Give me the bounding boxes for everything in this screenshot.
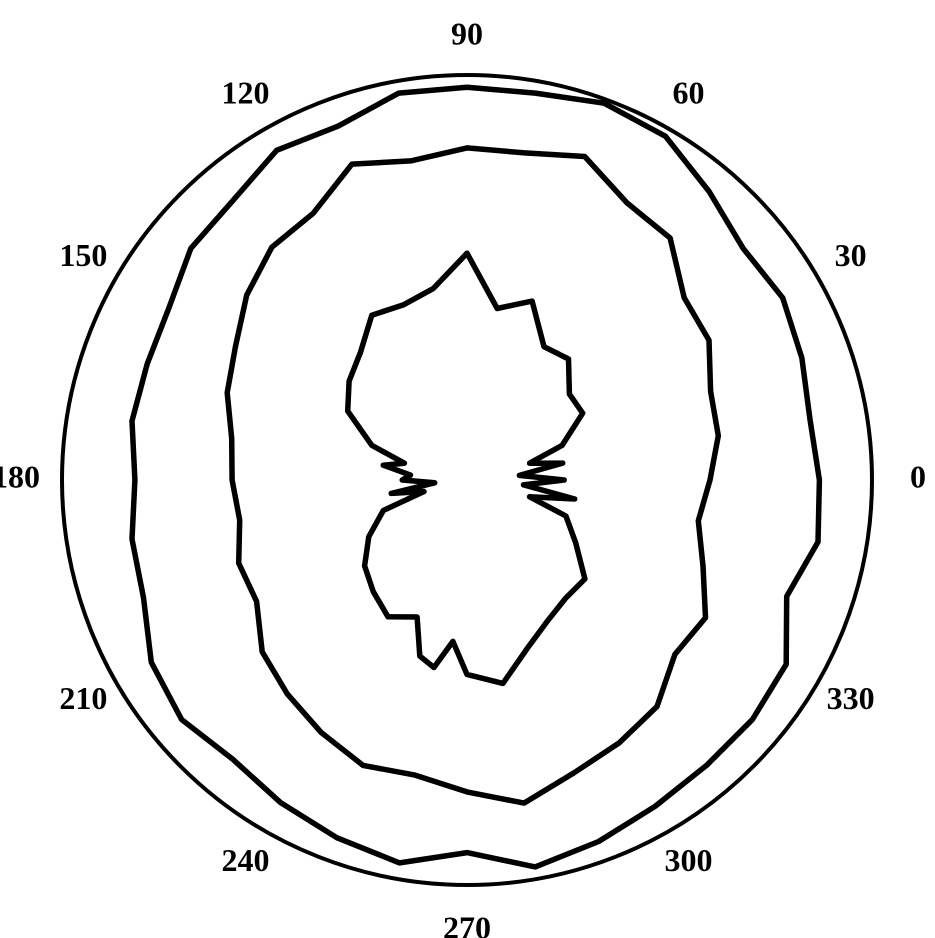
angle-label-270: 270	[443, 909, 491, 938]
polar-curve-middle-curve	[227, 148, 718, 803]
angle-label-330: 330	[827, 680, 875, 716]
polar-axis-circle	[62, 75, 872, 885]
angle-label-150: 150	[59, 237, 107, 273]
angle-label-210: 210	[59, 680, 107, 716]
angle-label-90: 90	[451, 15, 483, 51]
polar-curve-outer-curve	[132, 87, 819, 867]
polar-curves-group	[132, 87, 819, 867]
polar-chart: 0 30 60 90 120 150 180 210 240 270 300 330	[0, 0, 935, 938]
angle-label-30: 30	[835, 237, 867, 273]
angle-label-180: 180	[0, 458, 40, 494]
angle-label-0: 0	[910, 458, 926, 494]
angle-label-240: 240	[222, 842, 270, 878]
angle-label-120: 120	[222, 75, 270, 111]
polar-curve-inner-curve	[348, 253, 585, 683]
polar-angle-labels-group: 0 30 60 90 120 150 180 210 240 270 300 330	[0, 15, 926, 938]
angle-label-300: 300	[665, 842, 713, 878]
angle-label-60: 60	[673, 75, 705, 111]
